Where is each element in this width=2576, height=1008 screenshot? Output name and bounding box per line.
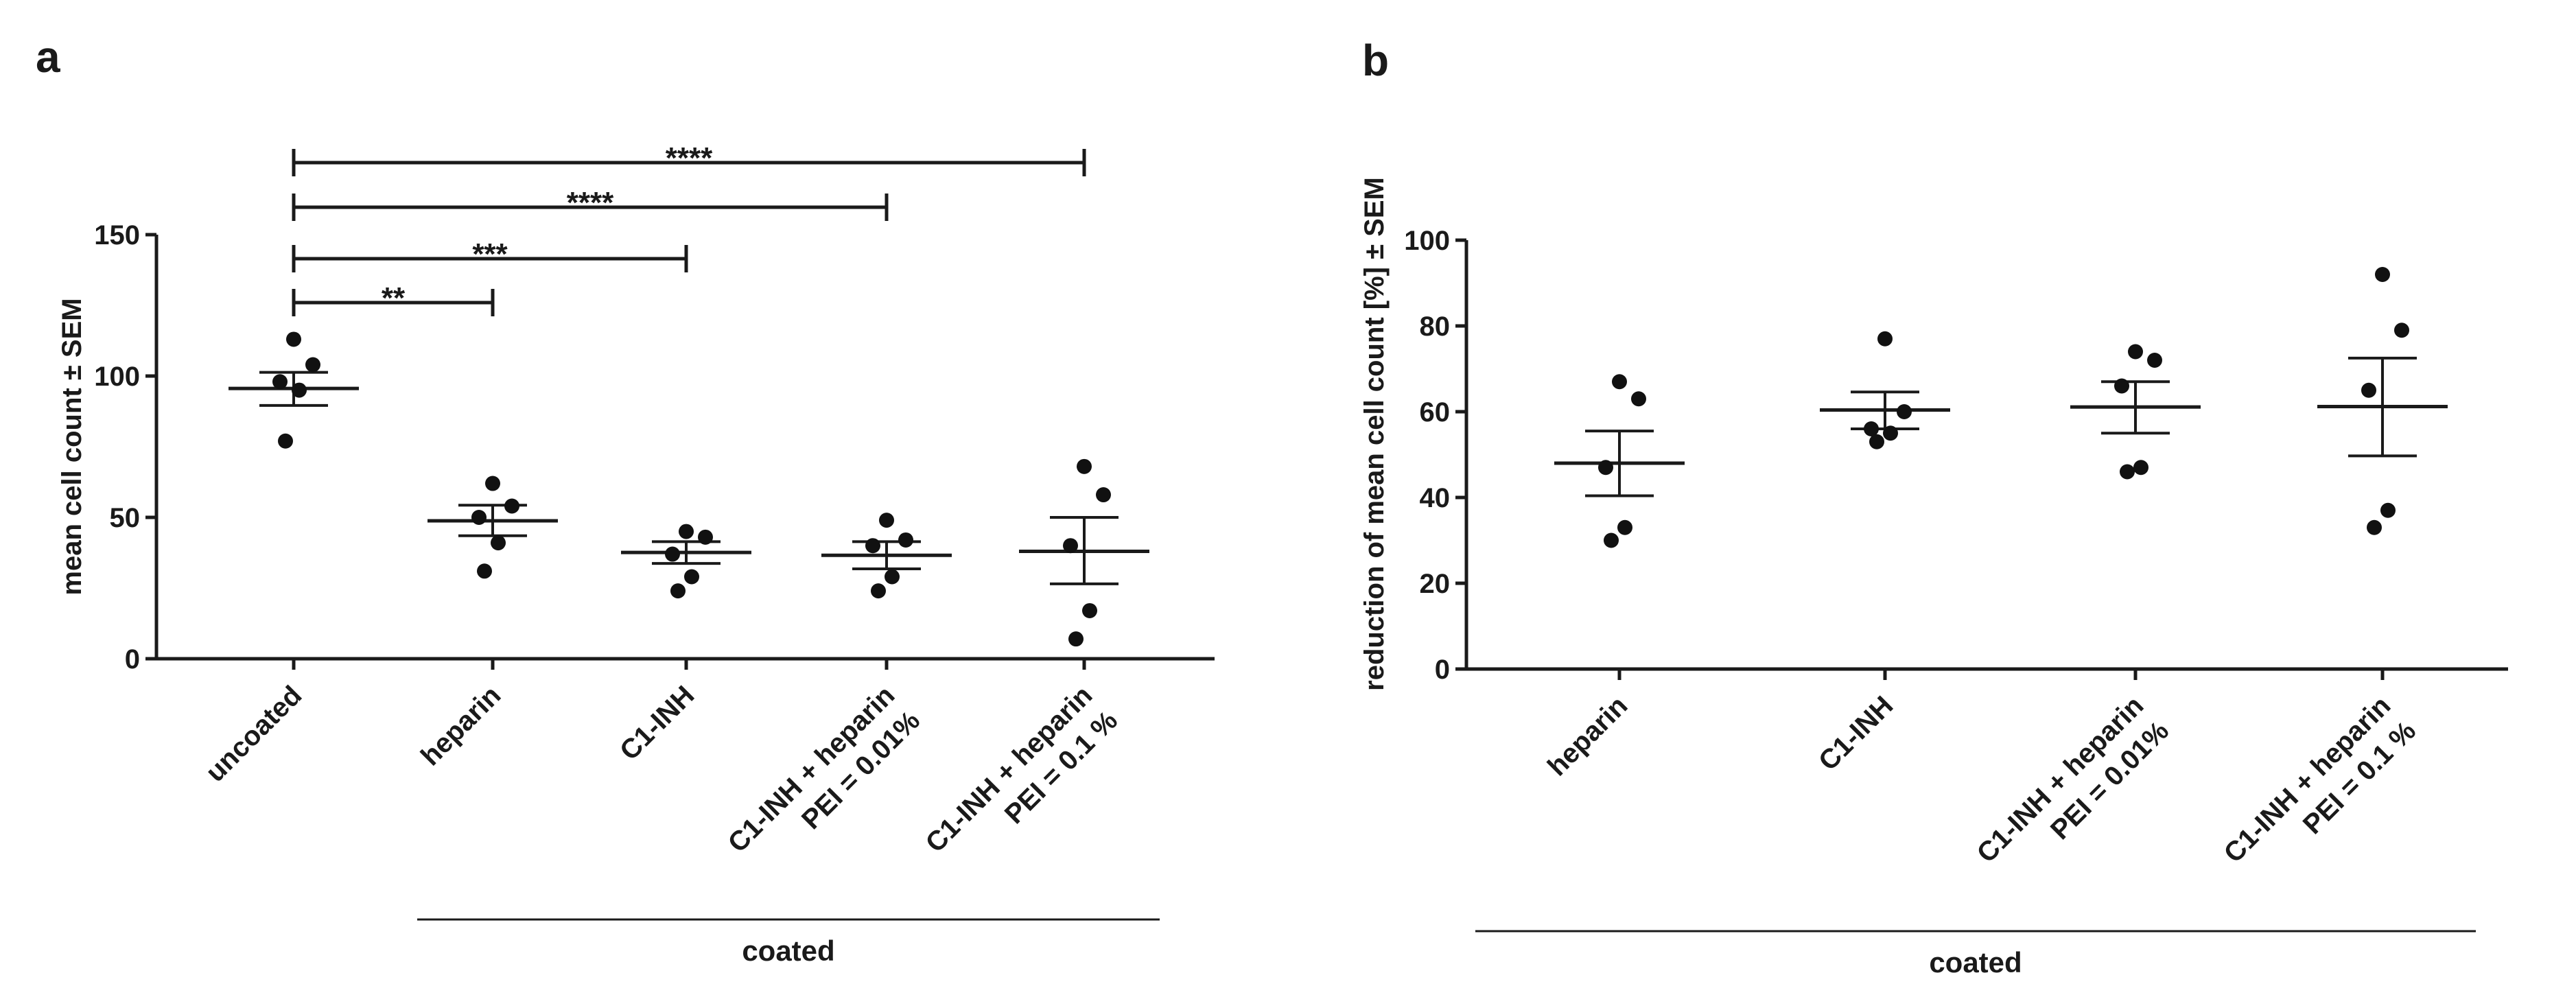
data-point	[272, 374, 288, 390]
category-label-line: heparin	[1542, 690, 1633, 782]
significance-bracket: ****	[292, 141, 1086, 176]
data-point	[286, 331, 301, 347]
data-point	[1598, 460, 1613, 476]
data-point	[2394, 323, 2409, 338]
data-point	[485, 476, 500, 491]
panel-a-letter: a	[36, 32, 60, 82]
data-point	[2128, 344, 2143, 360]
y-tick-label: 20	[1420, 569, 1451, 599]
significance-stars: **	[382, 281, 406, 315]
data-point	[2361, 382, 2376, 398]
category-group: C1-INH	[614, 524, 751, 766]
data-point	[1604, 532, 1619, 548]
category-label-line: C1-INH	[614, 680, 700, 766]
category-group: C1-INH	[1813, 331, 1950, 777]
data-point	[1883, 425, 1898, 441]
y-tick-label: 60	[1420, 397, 1451, 427]
category-label: C1-INH + heparinPEI = 0.01%	[723, 680, 926, 884]
data-point	[1068, 631, 1084, 647]
significance-stars: ****	[666, 141, 713, 175]
data-point	[2114, 378, 2129, 394]
category-group: heparin	[1542, 374, 1685, 782]
bracket-line	[292, 289, 495, 316]
category-group: uncoated	[200, 331, 359, 788]
y-tick-label: 80	[1420, 312, 1451, 342]
category-label: C1-INH	[1813, 690, 1899, 776]
data-point	[865, 538, 880, 554]
y-axis-label: mean cell count ± SEM	[57, 298, 87, 595]
y-tick-label: 150	[94, 220, 140, 250]
significance-bracket: ****	[292, 186, 889, 221]
category-label: C1-INH + heparinPEI = 0.1 %	[920, 680, 1124, 884]
data-point	[1617, 519, 1632, 535]
data-point	[278, 433, 293, 449]
category-group: C1-INH + heparinPEI = 0.01%	[1971, 344, 2201, 894]
panel-b-chart: 0 20 40 60 80 100 reduction of mean cell count…	[1359, 177, 2508, 978]
data-point	[879, 513, 894, 528]
category-label: C1-INH + heparinPEI = 0.1 %	[2218, 690, 2422, 894]
panel-a-chart: 0 50 100 150 mean cell count ± SEM uncoated he…	[57, 141, 1215, 967]
data-point	[1082, 602, 1097, 618]
data-point	[471, 510, 487, 525]
y-tick-label: 40	[1420, 483, 1451, 513]
data-point	[1612, 374, 1627, 390]
category-group: heparin	[415, 476, 558, 772]
category-label: C1-INH	[614, 680, 700, 766]
significance-bracket: **	[292, 281, 495, 316]
data-point	[1077, 458, 1092, 474]
data-point	[2147, 353, 2162, 368]
significance-stars: ****	[567, 186, 614, 220]
data-point	[2380, 502, 2396, 518]
y-tick-label: 100	[94, 362, 140, 392]
data-point	[1631, 391, 1646, 407]
category-label-line: C1-INH	[1813, 690, 1899, 776]
data-point	[698, 529, 713, 545]
data-point	[491, 535, 506, 551]
group-label: coated	[1929, 946, 2022, 978]
significance-bracket: ***	[292, 237, 688, 272]
data-point	[898, 532, 913, 548]
bracket-line	[292, 194, 889, 221]
category-label-line: heparin	[415, 680, 506, 771]
category-label: uncoated	[200, 680, 308, 788]
data-point	[1897, 404, 1912, 419]
data-point	[1864, 421, 1879, 436]
data-point	[1096, 487, 1111, 503]
group-label: coated	[742, 935, 834, 967]
category-group: C1-INH + heparinPEI = 0.1 %	[920, 458, 1149, 884]
data-point	[2133, 460, 2148, 476]
data-point	[1877, 331, 1893, 347]
y-tick-label: 0	[1435, 655, 1450, 685]
data-point	[2375, 267, 2390, 282]
y-axis-label: reduction of mean cell count [%] ± SEM	[1359, 177, 1390, 691]
data-point	[670, 583, 686, 599]
significance-stars: ***	[472, 237, 508, 271]
y-tick-label: 100	[1404, 226, 1450, 256]
bracket-line	[292, 245, 688, 272]
data-point	[2120, 464, 2135, 480]
data-point	[2367, 519, 2382, 535]
category-label: C1-INH + heparinPEI = 0.01%	[1971, 690, 2175, 894]
data-point	[871, 583, 886, 599]
panel-b-letter: b	[1362, 36, 1389, 85]
bracket-line	[292, 149, 1086, 176]
data-point	[684, 569, 699, 585]
data-point	[679, 524, 694, 539]
data-point	[504, 498, 519, 514]
category-label: heparin	[1542, 690, 1633, 782]
data-point	[1869, 434, 1884, 449]
category-label-line: uncoated	[200, 680, 308, 788]
category-group: C1-INH + heparinPEI = 0.01%	[723, 513, 952, 884]
data-point	[305, 357, 320, 373]
data-point	[885, 569, 900, 585]
y-tick-label: 0	[125, 644, 140, 675]
category-group: C1-INH + heparinPEI = 0.1 %	[2218, 267, 2448, 894]
data-point	[477, 563, 492, 579]
data-point	[1063, 538, 1078, 554]
y-tick-label: 50	[110, 503, 141, 533]
data-point	[292, 382, 307, 398]
category-label: heparin	[415, 680, 506, 771]
data-point	[665, 546, 680, 562]
